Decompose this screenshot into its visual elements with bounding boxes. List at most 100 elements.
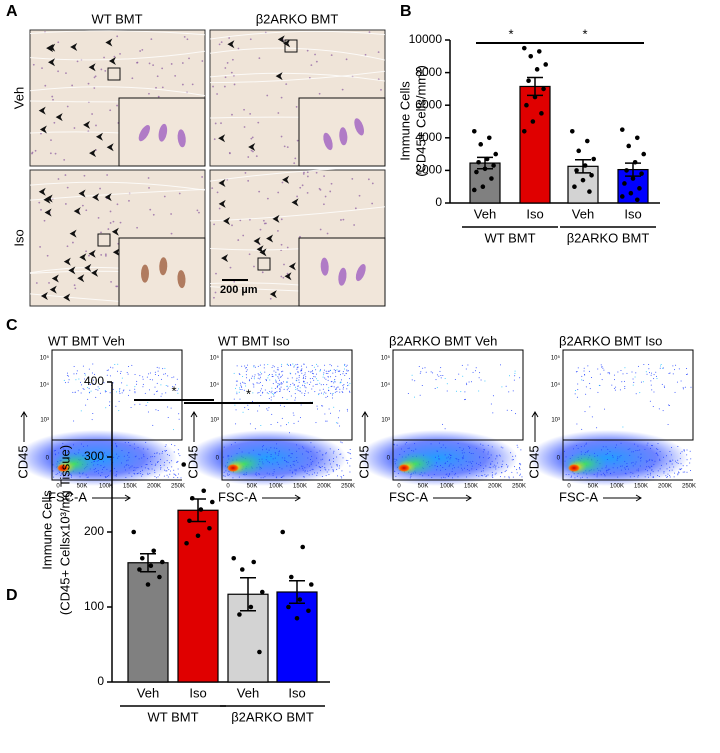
event: [585, 442, 587, 444]
event: [420, 371, 422, 373]
nucleus: [303, 171, 305, 174]
flow-x-label: FSC-A: [218, 489, 257, 504]
event: [73, 444, 75, 446]
event: [141, 466, 143, 468]
event: [463, 452, 465, 454]
nucleus: [43, 219, 46, 222]
event: [128, 464, 130, 466]
nucleus: [213, 296, 215, 299]
event: [292, 412, 294, 414]
event: [317, 408, 319, 410]
data-point: [476, 159, 481, 165]
event: [328, 469, 330, 471]
event: [297, 363, 299, 365]
density: [17, 430, 177, 486]
nucleus: [178, 192, 181, 195]
event: [177, 449, 179, 451]
nucleus: [244, 172, 247, 174]
nucleus: [231, 224, 233, 227]
event: [570, 476, 572, 478]
nucleus: [286, 272, 289, 275]
event: [637, 474, 639, 476]
nucleus: [315, 60, 318, 63]
event: [336, 369, 338, 371]
x-tick-label: Iso: [189, 685, 206, 700]
arrowhead: [227, 40, 235, 49]
event: [499, 455, 501, 457]
event: [669, 470, 671, 472]
event: [686, 367, 688, 369]
event: [64, 449, 66, 451]
event: [223, 471, 225, 473]
event: [629, 454, 631, 456]
event: [457, 460, 459, 462]
event: [290, 395, 292, 397]
event: [488, 457, 490, 459]
event: [399, 453, 401, 455]
event: [475, 367, 477, 369]
event: [302, 469, 304, 471]
event: [303, 363, 305, 365]
event: [137, 472, 139, 474]
event: [317, 394, 319, 396]
fiber: [209, 30, 386, 40]
event: [572, 448, 574, 450]
nucleus: [107, 228, 110, 230]
nucleus: [150, 38, 153, 41]
nucleus: [100, 254, 103, 256]
event: [295, 388, 297, 390]
event: [251, 377, 253, 379]
arrowhead: [269, 290, 277, 299]
event: [644, 448, 646, 450]
flow-x-tick: 0: [397, 484, 401, 490]
event: [632, 384, 634, 386]
event: [143, 456, 145, 458]
cell: [338, 267, 347, 286]
event: [346, 382, 348, 384]
data-point: [187, 518, 192, 524]
event: [296, 377, 298, 379]
event: [297, 372, 299, 374]
event: [626, 372, 628, 374]
event: [470, 452, 472, 454]
event: [138, 458, 140, 460]
event: [329, 364, 331, 366]
event: [133, 469, 135, 471]
event: [324, 463, 326, 465]
event: [631, 462, 633, 464]
event: [319, 389, 321, 391]
flow-x-tick: 250K: [341, 484, 355, 490]
event: [261, 373, 263, 375]
event: [332, 469, 334, 471]
event: [601, 379, 603, 381]
event: [647, 474, 649, 476]
event: [252, 383, 254, 385]
event: [660, 464, 662, 466]
event: [175, 475, 177, 477]
event: [637, 476, 639, 478]
event: [330, 412, 332, 414]
arrowhead: [291, 198, 299, 207]
event: [322, 393, 324, 395]
event: [475, 448, 477, 450]
event: [272, 375, 274, 377]
event: [239, 387, 241, 389]
event: [483, 449, 485, 451]
event: [53, 476, 55, 478]
event: [511, 459, 513, 461]
event: [635, 393, 637, 395]
event: [480, 379, 482, 381]
nucleus: [239, 219, 242, 222]
event: [576, 445, 578, 447]
event: [114, 363, 116, 365]
y-tick-label: 0: [435, 195, 442, 209]
nucleus: [97, 216, 100, 219]
event: [106, 374, 108, 376]
event: [666, 468, 668, 470]
event: [425, 371, 427, 373]
event: [327, 376, 329, 378]
event: [290, 364, 292, 366]
event: [178, 453, 180, 455]
nucleus: [249, 38, 252, 41]
event: [318, 462, 320, 464]
